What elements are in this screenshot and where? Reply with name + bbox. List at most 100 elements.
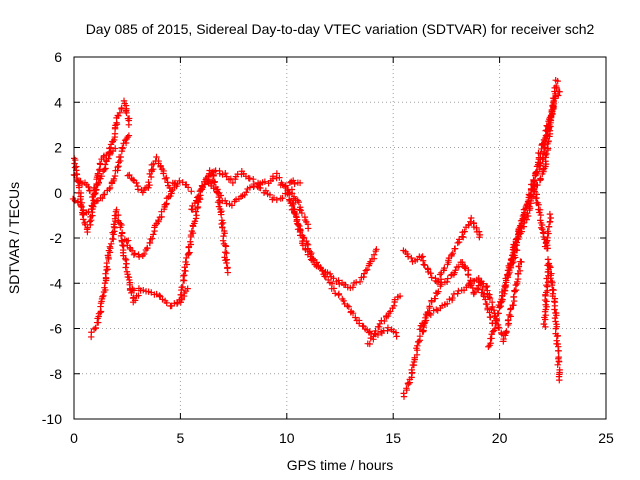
data-point [106, 243, 114, 250]
data-point [426, 303, 433, 310]
data-point [443, 278, 451, 286]
data-point [400, 390, 407, 397]
data-point [447, 272, 455, 279]
chart-title: Day 085 of 2015, Sidereal Day-to-day VTE… [86, 21, 595, 37]
data-point [428, 274, 435, 281]
data-point [118, 104, 125, 112]
data-point [419, 257, 427, 264]
data-point [455, 263, 462, 270]
data-point [229, 179, 237, 187]
data-point [476, 233, 483, 241]
data-point [526, 203, 533, 210]
data-point [362, 267, 369, 274]
data-point [295, 198, 303, 206]
data-point [422, 317, 430, 324]
data-point [266, 191, 274, 199]
data-point [177, 299, 184, 306]
data-point [110, 136, 118, 144]
data-point [466, 280, 473, 287]
data-point [396, 292, 404, 300]
data-point [160, 170, 167, 177]
data-point [479, 280, 487, 287]
data-point [120, 97, 128, 105]
data-point [74, 178, 82, 185]
data-point [222, 257, 229, 264]
data-point [148, 235, 156, 242]
data-point [128, 247, 136, 254]
data-point [219, 219, 227, 226]
data-point [118, 237, 125, 244]
data-point [123, 109, 130, 117]
data-point [319, 267, 326, 275]
data-point [228, 202, 236, 209]
data-point [134, 186, 142, 193]
data-point [515, 263, 523, 270]
data-point [506, 311, 513, 319]
data-point [224, 269, 232, 276]
data-point [286, 179, 294, 187]
data-point [500, 338, 507, 345]
data-point [352, 314, 359, 321]
data-point [524, 212, 532, 220]
data-point [80, 216, 87, 223]
data-point [171, 180, 178, 187]
data-point [94, 170, 102, 177]
data-point [555, 347, 562, 355]
data-point [223, 259, 230, 267]
data-point [482, 300, 490, 308]
data-point [548, 281, 556, 289]
data-point [124, 273, 131, 281]
data-point [114, 163, 121, 171]
data-point [246, 184, 254, 191]
data-point [117, 153, 124, 161]
data-point [374, 331, 382, 339]
data-point [191, 218, 199, 225]
data-point [449, 294, 456, 302]
x-tick-label: 0 [70, 430, 78, 446]
data-point [219, 171, 226, 178]
data-point [155, 218, 162, 225]
series-track-t [540, 256, 563, 384]
data-point [416, 332, 424, 340]
data-point [403, 385, 410, 392]
data-point [217, 211, 225, 218]
data-point [537, 175, 544, 182]
data-point [540, 166, 547, 174]
data-point [370, 333, 377, 340]
data-point [516, 267, 524, 274]
data-point [184, 285, 191, 292]
data-point [173, 300, 181, 307]
data-point [532, 195, 540, 202]
data-point [461, 264, 468, 271]
data-point [544, 228, 551, 235]
y-tick-label: -2 [50, 230, 63, 246]
data-point [111, 224, 118, 231]
data-point [539, 226, 546, 233]
data-point [171, 179, 179, 187]
data-point [88, 329, 95, 336]
data-point [92, 324, 99, 332]
data-point [547, 112, 555, 119]
data-point [427, 311, 435, 319]
data-point [130, 287, 138, 294]
data-point [145, 179, 152, 186]
data-point [146, 239, 154, 247]
grid [74, 57, 606, 419]
data-point [110, 175, 118, 183]
data-point [543, 298, 550, 305]
data-point [166, 184, 173, 192]
data-point [223, 249, 230, 257]
data-point [384, 312, 392, 320]
data-point [117, 224, 124, 231]
data-point [110, 221, 118, 228]
data-point [465, 271, 472, 279]
data-point [454, 239, 461, 247]
data-point [345, 303, 353, 310]
data-point [427, 270, 434, 277]
data-point [261, 178, 269, 185]
data-point [163, 174, 170, 182]
data-point [360, 270, 368, 277]
data-point [77, 195, 84, 203]
data-point [146, 181, 153, 189]
data-point [545, 124, 553, 131]
